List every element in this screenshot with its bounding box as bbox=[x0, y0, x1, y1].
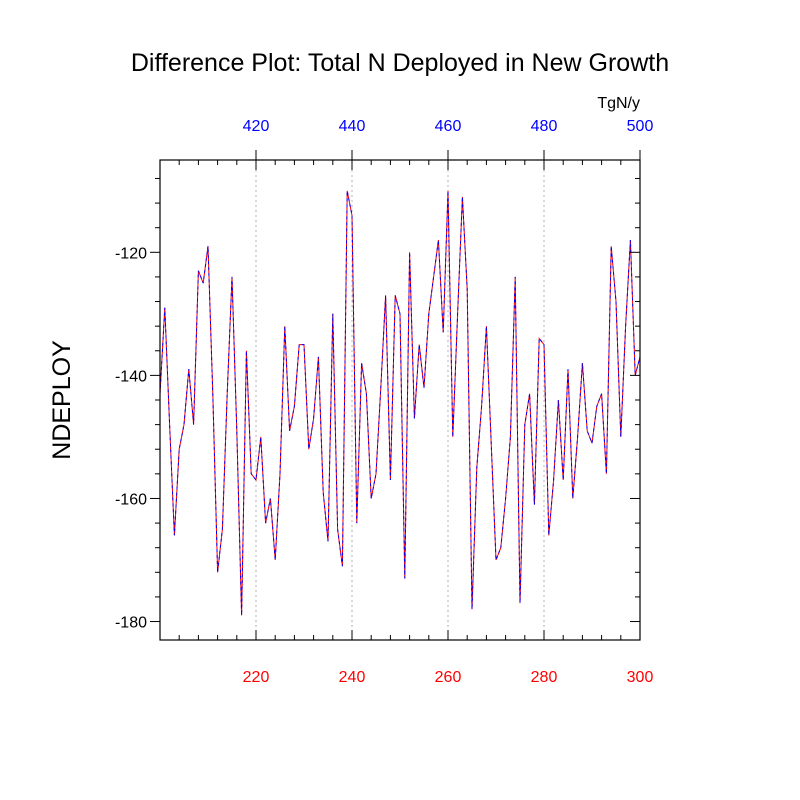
grid-lines bbox=[255, 160, 545, 640]
y-axis-label: NDEPLOY bbox=[48, 340, 76, 460]
x-tick-label-top-480: 480 bbox=[531, 118, 558, 135]
y-tick-label--120: -120 bbox=[115, 245, 147, 262]
x-tick-label-bottom-240: 240 bbox=[339, 669, 366, 686]
x-tick-label-bottom-280: 280 bbox=[531, 669, 558, 686]
y-tick-label--180: -180 bbox=[115, 615, 147, 632]
x-tick-label-bottom-300: 300 bbox=[627, 669, 654, 686]
y-tick-label--160: -160 bbox=[115, 491, 147, 508]
axis-ticks bbox=[150, 150, 641, 640]
data-lines bbox=[159, 190, 641, 616]
x-tick-label-bottom-260: 260 bbox=[435, 669, 462, 686]
x-tick-label-top-500: 500 bbox=[627, 118, 654, 135]
chart-title: Difference Plot: Total N Deployed in New… bbox=[131, 49, 669, 77]
plot-frame bbox=[159, 159, 641, 641]
line-difference-red bbox=[159, 190, 641, 616]
tick-labels: 220 240 260 280 300 420 440 460 480 500 -120 -140 -1… bbox=[115, 118, 653, 686]
units-label: TgN/y bbox=[597, 95, 640, 112]
x-tick-label-top-420: 420 bbox=[243, 118, 270, 135]
x-tick-label-bottom-220: 220 bbox=[243, 669, 270, 686]
line-difference-blue bbox=[159, 190, 641, 616]
x-tick-label-top-460: 460 bbox=[435, 118, 462, 135]
y-tick-label--140: -140 bbox=[115, 368, 147, 385]
x-tick-label-top-440: 440 bbox=[339, 118, 366, 135]
